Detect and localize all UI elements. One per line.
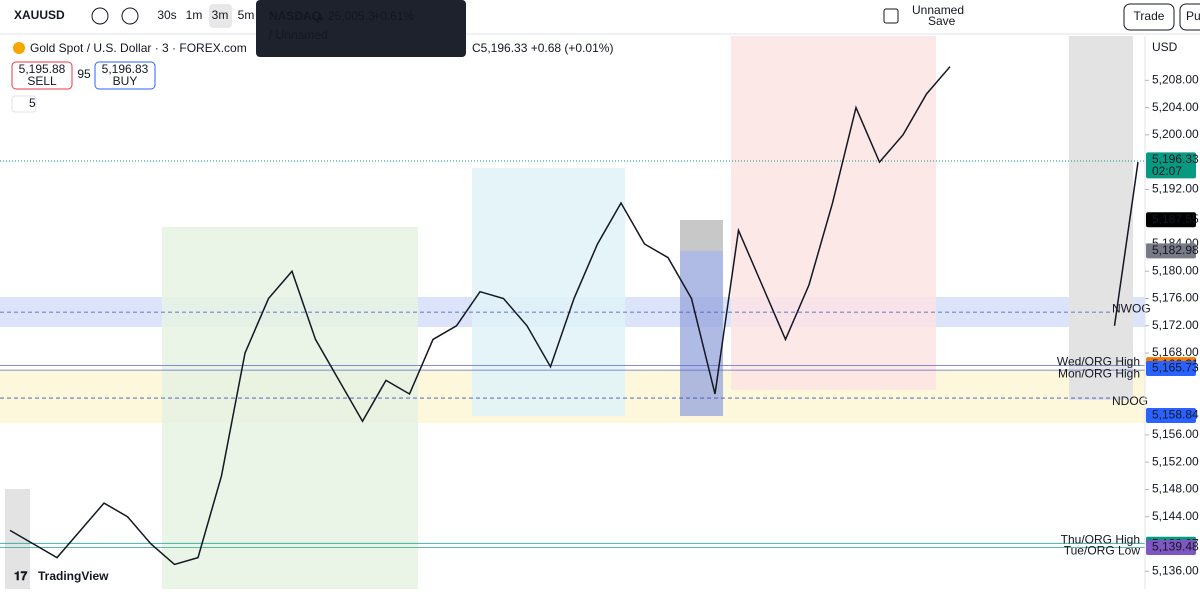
price-badge	[1146, 361, 1196, 377]
sell-button[interactable]	[11, 61, 73, 90]
watermark-logo: 𝟏𝟕	[14, 569, 28, 583]
add-symbol[interactable]	[121, 7, 139, 25]
publish-label[interactable]: Pu	[1186, 9, 1200, 23]
gray-box	[680, 220, 723, 251]
toolbar	[0, 0, 1200, 34]
y-tick-label: 5,200.00	[1152, 127, 1199, 141]
price-badge-label: 5,182.98	[1152, 243, 1199, 257]
price-badge-label: 5,165.73	[1152, 361, 1199, 375]
level-label: Wed/ORG High	[1057, 355, 1140, 369]
y-tick-label: 5,152.00	[1152, 454, 1199, 468]
tooltip-symbol: NASDAQ	[269, 9, 321, 23]
y-tick-label: 5,148.00	[1152, 482, 1199, 496]
tooltip-layout: / Unnamed	[269, 28, 328, 42]
price-line	[1113, 162, 1139, 326]
symbol-search[interactable]: XAUUSD	[14, 8, 65, 22]
symbol-title: Gold Spot / U.S. Dollar · 3 · FOREX.com	[30, 41, 247, 55]
y-tick-label: 5,180.00	[1152, 263, 1199, 277]
sell-label[interactable]: SELL	[27, 74, 57, 88]
level-label: Mon/ORG High	[1058, 366, 1140, 380]
price-badge-label: 5,187.55	[1152, 212, 1199, 226]
tooltip-change: +0.61%	[373, 9, 414, 23]
tooltip-arrow: ▲	[314, 9, 326, 23]
interval[interactable]: 30s	[157, 8, 176, 22]
active-interval	[209, 4, 232, 28]
price-badge-label: 5,139.48	[1152, 540, 1199, 554]
y-tick-label: 5,144.00	[1152, 509, 1199, 523]
level-label: NDOG	[1112, 394, 1148, 408]
level-label: Thu/ORG High	[1061, 532, 1140, 546]
interval[interactable]: 5m	[238, 8, 255, 22]
indicators-toggle[interactable]	[11, 95, 37, 113]
symbol-logo	[13, 42, 25, 54]
layout-icon[interactable]	[883, 8, 899, 24]
green-box	[162, 227, 418, 589]
price-badge-label: 5,196.33	[1152, 152, 1199, 166]
indicators-count[interactable]: 5	[29, 96, 36, 110]
price-badge	[1146, 408, 1196, 424]
buy-label[interactable]: BUY	[113, 74, 138, 88]
trade-button[interactable]	[1123, 3, 1175, 31]
y-tick-label: 5,192.00	[1152, 182, 1199, 196]
level-label: Tue/ORG Low	[1064, 544, 1141, 558]
trade-label[interactable]: Trade	[1134, 9, 1165, 23]
price-badge	[1146, 540, 1196, 556]
price-badge	[1146, 152, 1196, 179]
flag-button[interactable]	[91, 7, 109, 25]
spread: 95	[77, 67, 91, 81]
buy-button[interactable]	[94, 61, 156, 90]
interval[interactable]: 3m	[212, 8, 229, 22]
price-line	[9, 66, 951, 566]
y-tick-label: 5,156.00	[1152, 427, 1199, 441]
blue-box	[680, 251, 723, 416]
level-label: NWOG	[1112, 301, 1151, 315]
price-badge	[1146, 243, 1196, 259]
price-badge	[1146, 212, 1196, 228]
layout-name[interactable]: Unnamed	[912, 3, 964, 17]
interval[interactable]: 1m	[186, 8, 203, 22]
currency: USD	[1152, 40, 1178, 54]
y-tick-label: 5,204.00	[1152, 100, 1199, 114]
publish-button[interactable]	[1179, 3, 1200, 31]
tooltip	[256, 0, 466, 57]
buy-price[interactable]: 5,196.83	[102, 62, 149, 76]
ohlc: C5,196.33 +0.68 (+0.01%)	[472, 41, 613, 55]
price-badge-label: 5,158.84	[1152, 408, 1199, 422]
cyan-box	[472, 168, 625, 416]
y-tick-label: 5,168.00	[1152, 345, 1199, 359]
y-tick-label: 5,172.00	[1152, 318, 1199, 332]
sell-price[interactable]: 5,195.88	[19, 62, 66, 76]
tooltip-price: 25,005.3	[328, 9, 375, 23]
red-box	[731, 36, 936, 390]
watermark: TradingView	[38, 569, 109, 583]
save-label[interactable]: Save	[928, 14, 956, 28]
countdown: 02:07	[1152, 164, 1182, 178]
y-tick-label: 5,176.00	[1152, 291, 1199, 305]
session-box	[1069, 36, 1133, 400]
y-tick-label: 5,208.00	[1152, 72, 1199, 86]
y-tick-label: 5,136.00	[1152, 563, 1199, 577]
